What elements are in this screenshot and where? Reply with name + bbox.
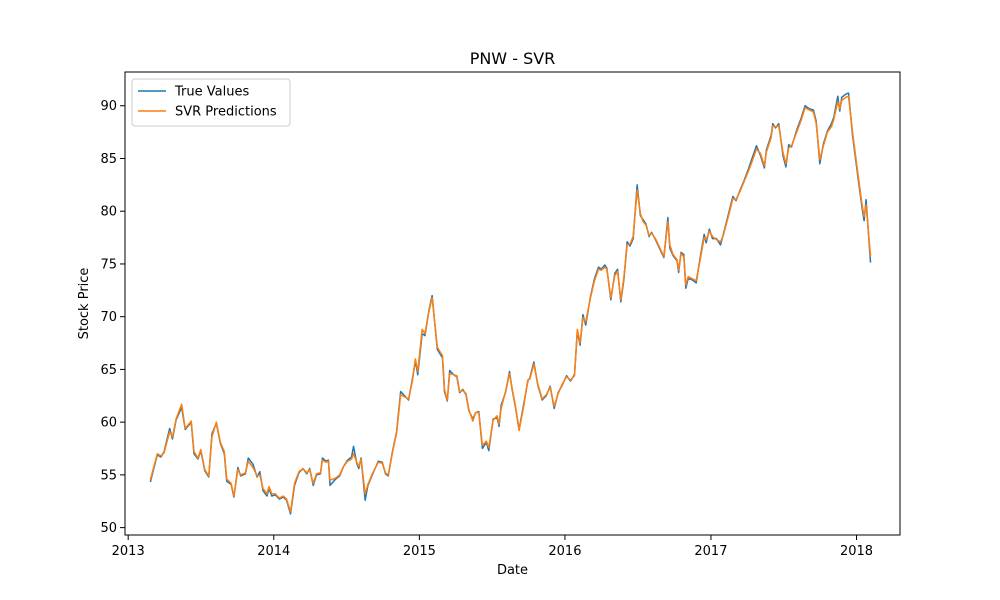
x-tick-label: 2018 bbox=[840, 544, 873, 559]
y-tick-label: 55 bbox=[100, 468, 117, 483]
y-tick-label: 80 bbox=[100, 205, 117, 220]
y-tick-label: 60 bbox=[100, 416, 117, 431]
y-tick-label: 50 bbox=[100, 521, 117, 536]
x-axis-label: Date bbox=[497, 563, 528, 578]
y-tick-label: 90 bbox=[100, 99, 117, 114]
y-tick-label: 70 bbox=[100, 310, 117, 325]
legend-label-1: SVR Predictions bbox=[175, 105, 277, 120]
y-axis-label: Stock Price bbox=[77, 268, 92, 340]
x-tick-label: 2015 bbox=[403, 544, 436, 559]
x-tick-label: 2016 bbox=[548, 544, 581, 559]
series-layer bbox=[149, 92, 872, 515]
series-line-1 bbox=[149, 95, 872, 513]
legend-box bbox=[131, 78, 291, 127]
x-tick-label: 2017 bbox=[694, 544, 727, 559]
legend: True Values SVR Predictions bbox=[131, 78, 291, 127]
y-tick-label: 65 bbox=[100, 363, 117, 378]
y-tick-label: 85 bbox=[100, 152, 117, 167]
x-tick-label: 2013 bbox=[112, 544, 145, 559]
chart-title: PNW - SVR bbox=[470, 49, 556, 68]
x-tick-label: 2014 bbox=[257, 544, 290, 559]
legend-label-0: True Values bbox=[174, 85, 249, 100]
y-tick-label: 75 bbox=[100, 257, 117, 272]
plot-area-frame bbox=[124, 71, 901, 536]
x-axis: 2013 2014 2015 2016 2017 2018 bbox=[112, 535, 873, 559]
y-axis: 50 55 60 65 70 75 80 85 90 bbox=[100, 99, 125, 536]
